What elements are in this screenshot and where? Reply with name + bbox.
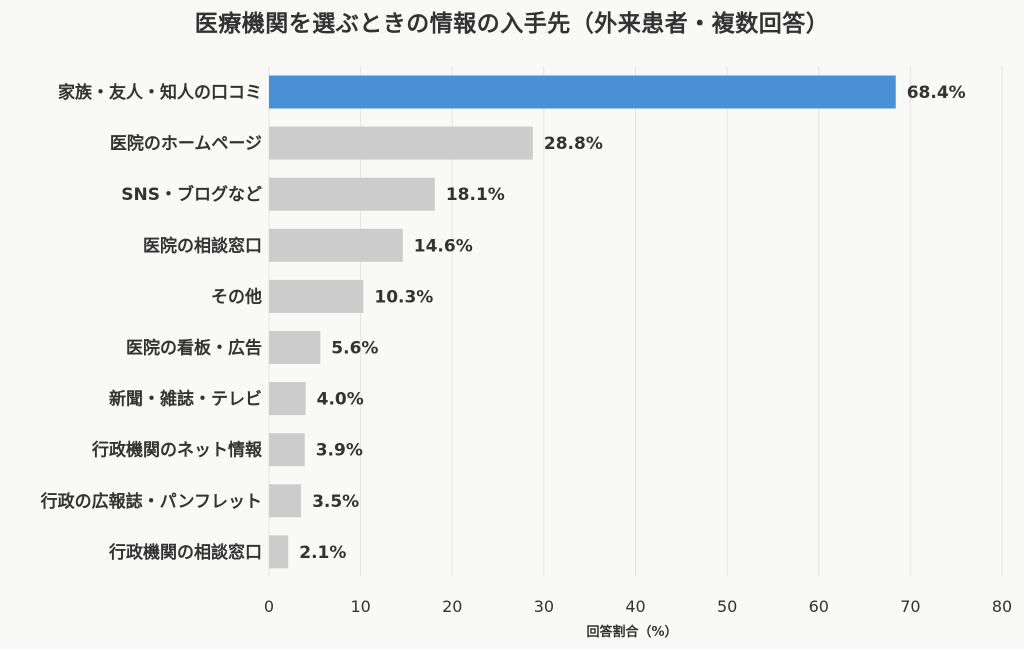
labels: 0 10 20 30 40 50 60 70 80 家族・友人・知人の口コミ 68.4% 医院のホーム… [40, 82, 1013, 616]
bar [269, 484, 302, 518]
category-label: 行政機関の相談窓口 [108, 542, 262, 563]
value-label: 18.1% [446, 185, 505, 205]
value-label: 2.1% [299, 543, 346, 563]
bar [269, 433, 305, 467]
x-tick-label: 40 [625, 597, 645, 616]
x-tick-label: 20 [442, 597, 462, 616]
category-label: 医院の看板・広告 [126, 338, 262, 359]
bar [269, 228, 403, 262]
category-label: 行政機関のネット情報 [91, 440, 263, 461]
value-label: 10.3% [374, 287, 433, 307]
value-label: 3.9% [316, 441, 363, 461]
value-label: 3.5% [312, 492, 359, 512]
category-label: その他 [211, 286, 262, 307]
bar [269, 177, 435, 211]
x-tick-label: 30 [534, 597, 554, 616]
category-label: 家族・友人・知人の口コミ [58, 82, 262, 103]
bar [269, 535, 289, 569]
bar [269, 279, 364, 313]
chart-title: 医療機関を選ぶときの情報の入手先（外来患者・複数回答） [194, 11, 830, 37]
bar [269, 382, 306, 416]
x-tick-label: 10 [350, 597, 370, 616]
value-label: 14.6% [414, 236, 473, 256]
x-tick-label: 80 [992, 597, 1012, 616]
category-label: 医院の相談窓口 [143, 235, 262, 256]
category-label: 行政の広報誌・パンフレット [40, 491, 262, 512]
value-label: 4.0% [317, 390, 364, 410]
category-label: SNS・ブログなど [121, 184, 262, 205]
category-label: 医院のホームページ [110, 133, 262, 154]
x-axis-label: 回答割合（%） [586, 624, 677, 640]
category-label: 新聞・雑誌・テレビ [109, 389, 262, 410]
x-tick-label: 60 [809, 597, 829, 616]
value-label: 28.8% [544, 134, 603, 154]
bar [269, 331, 321, 364]
x-tick-label: 50 [717, 597, 737, 616]
bars [269, 75, 896, 569]
x-tick-label: 70 [900, 597, 920, 616]
value-label: 68.4% [907, 83, 966, 103]
x-tick-label: 0 [264, 597, 274, 616]
bar [269, 126, 533, 160]
value-label: 5.6% [331, 339, 378, 359]
bar [269, 75, 896, 109]
